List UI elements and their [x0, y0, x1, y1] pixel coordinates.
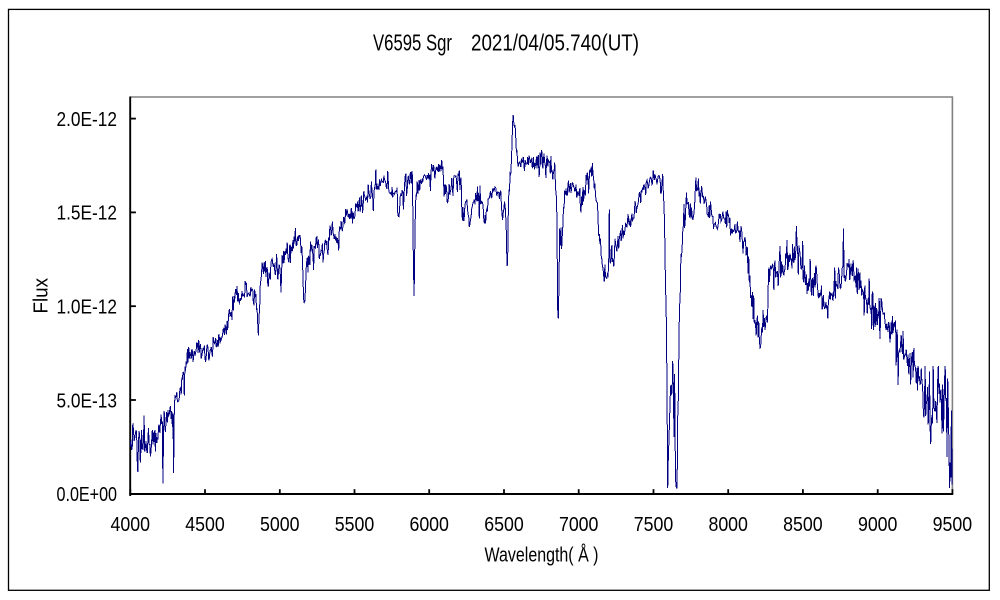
svg-text:V6595 Sgr: V6595 Sgr	[373, 30, 452, 56]
svg-text:8000: 8000	[708, 513, 748, 536]
svg-text:8500: 8500	[783, 513, 823, 536]
svg-text:5500: 5500	[335, 513, 375, 536]
svg-text:0.0E+00: 0.0E+00	[57, 483, 118, 506]
svg-text:1.0E-12: 1.0E-12	[57, 296, 118, 319]
svg-text:9000: 9000	[858, 513, 898, 536]
svg-text:7500: 7500	[634, 513, 674, 536]
svg-text:6000: 6000	[409, 513, 449, 536]
svg-text:4000: 4000	[111, 513, 151, 536]
svg-text:Wavelength( Å ): Wavelength( Å )	[485, 544, 599, 567]
svg-text:6500: 6500	[484, 513, 524, 536]
svg-text:5000: 5000	[260, 513, 300, 536]
svg-text:4500: 4500	[185, 513, 225, 536]
svg-text:Flux: Flux	[30, 277, 53, 313]
svg-text:1.5E-12: 1.5E-12	[57, 202, 118, 225]
svg-text:9500: 9500	[933, 513, 973, 536]
svg-text:7000: 7000	[559, 513, 599, 536]
svg-text:2.0E-12: 2.0E-12	[57, 108, 118, 131]
svg-text:5.0E-13: 5.0E-13	[57, 389, 118, 412]
svg-text:2021/04/05.740(UT): 2021/04/05.740(UT)	[471, 30, 639, 56]
